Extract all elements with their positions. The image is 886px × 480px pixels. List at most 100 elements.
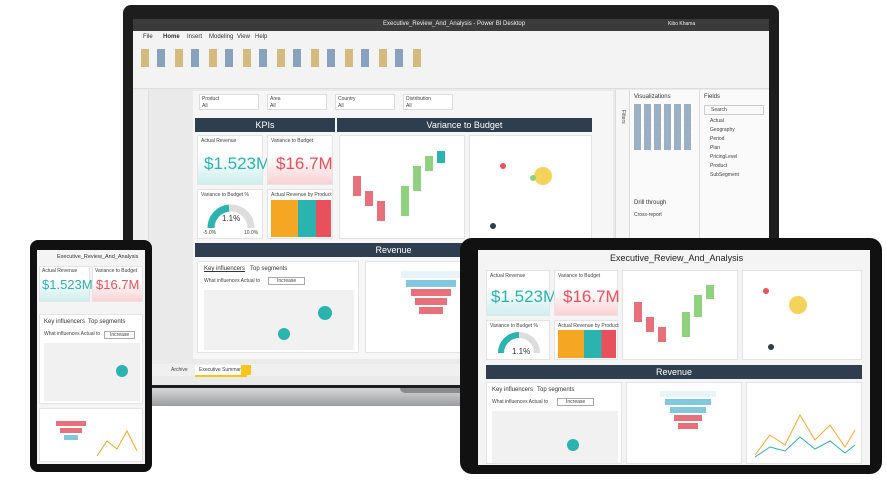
scatter-chart (742, 270, 862, 360)
ki-question: What influences Actual to (492, 399, 549, 405)
treemap (558, 330, 616, 358)
kpi-card: Variance to Budget $16.7M (92, 266, 143, 302)
ribbon: File Home Insert Modeling View Help (133, 31, 769, 89)
phone-screen: Executive_Review_And_Analysis Actual Rev… (37, 250, 145, 464)
card-label: Variance to Budget (95, 268, 138, 274)
ribbon-icons (141, 49, 421, 67)
slicer-value: All (270, 103, 276, 109)
field[interactable]: Period (710, 136, 725, 142)
card-label: Actual Revenue (490, 273, 526, 279)
scatter (763, 288, 807, 350)
card-value: $1.523M (204, 154, 271, 173)
tab[interactable]: View (237, 34, 250, 40)
ki-tab[interactable]: Key influencers (204, 266, 246, 272)
waterfall (634, 285, 714, 342)
treemap-card: Actual Revenue by Product (554, 320, 619, 360)
gauge (207, 204, 255, 229)
gauge-label: Variance to Budget % (201, 192, 249, 198)
tab[interactable]: Home (163, 34, 180, 40)
window-title: Executive_Review_And_Analysis - Power BI… (383, 21, 526, 27)
card-value: $16.7M (96, 277, 140, 292)
filters-label[interactable]: Filters (620, 110, 626, 124)
area-lines (754, 413, 856, 458)
ki-tab[interactable]: Top segments (537, 387, 575, 393)
kpi-card: Variance to Budget $16.7M (267, 135, 333, 185)
search-box[interactable]: Search (704, 105, 764, 115)
user-name[interactable]: Kibo Khama (668, 21, 696, 27)
field[interactable]: Product (710, 163, 728, 169)
revenue-header: Revenue (486, 365, 862, 379)
card-value: $16.7M (563, 287, 620, 306)
slicer[interactable]: Area All (267, 94, 327, 110)
field[interactable]: PricingLevel (710, 154, 738, 160)
ki-question: What influences Actual to (204, 278, 261, 284)
report-canvas: Product All Area All Country All Distrib… (193, 91, 613, 359)
card-label: Variance to Budget (558, 273, 601, 279)
ki-tab[interactable]: Key influencers (492, 387, 534, 393)
slicer-label: Country (338, 96, 356, 102)
tab[interactable]: File (143, 34, 153, 40)
slicer-value: All (202, 103, 208, 109)
treemap-title: Actual Revenue by Product (271, 192, 332, 198)
slicer[interactable]: Distribution All (403, 94, 453, 110)
funnel-chart (626, 382, 742, 464)
card-value: $1.523M (491, 287, 558, 306)
laptop-notch (400, 388, 490, 393)
ki-tab[interactable]: Key influencers (44, 319, 86, 325)
waterfall (353, 151, 445, 221)
gauge-value: 1.1% (512, 347, 531, 356)
funnel (401, 271, 461, 314)
field[interactable]: Geography (710, 127, 735, 133)
tab[interactable]: Insert (187, 34, 203, 40)
cross-report: Cross-report (634, 212, 662, 218)
tab[interactable]: Modeling (209, 34, 234, 40)
gauge-card: Variance to Budget % 1.1% -5.0% 10.0% (197, 189, 263, 239)
gauge (498, 332, 540, 354)
add-page[interactable] (241, 365, 251, 375)
field[interactable]: SubSegment (710, 172, 739, 178)
ki-option[interactable]: Increase (268, 277, 306, 285)
slicer-label: Distribution (406, 96, 432, 102)
kpi-card: Actual Revenue $1.523M (39, 266, 93, 302)
ki-bubble (116, 365, 128, 377)
funnel (660, 391, 716, 429)
page-tab[interactable]: Executive Summary (195, 365, 248, 377)
ki-tab[interactable]: Top segments (250, 266, 288, 272)
treemap (271, 200, 331, 237)
drill-through: Drill through (634, 200, 667, 206)
pane-title: Fields (704, 94, 721, 100)
field[interactable]: Plan (710, 145, 721, 151)
field[interactable]: Actual (710, 118, 724, 124)
ki-bubble (318, 306, 332, 320)
scatter (490, 163, 552, 229)
slicer-label: Area (270, 96, 281, 102)
ki-body (492, 411, 618, 463)
gauge-card: Variance to Budget % 1.1% (486, 320, 550, 360)
card-label: Actual Revenue (42, 268, 78, 274)
viz-icons (634, 104, 694, 150)
title-bar: Executive_Review_And_Analysis - Power BI… (133, 19, 769, 31)
tab[interactable]: Help (255, 34, 268, 40)
key-influencers: Key influencers Top segments What influe… (197, 261, 359, 353)
line-chart (746, 382, 862, 464)
card-label: Variance to Budget (271, 138, 314, 144)
slicer-value: All (338, 103, 344, 109)
gauge-max: 10.0% (244, 230, 259, 236)
page-tab[interactable]: Archive (171, 367, 188, 373)
funnel (56, 421, 138, 457)
slicer[interactable]: Product All (199, 94, 259, 110)
card-value: $1.523M (42, 277, 93, 292)
kpis-header: KPIs (195, 118, 335, 132)
key-influencers: Key influencers Top segments What influe… (486, 382, 622, 464)
tablet-title: Executive_Review_And_Analysis (610, 253, 744, 263)
pane-title: Visualizations (634, 94, 671, 100)
ki-tab[interactable]: Top segments (88, 319, 126, 325)
ki-option[interactable]: Increase (104, 331, 136, 339)
funnel-chart (39, 408, 143, 462)
slicer-label: Product (202, 96, 220, 102)
variance-header: Variance to Budget (337, 118, 592, 132)
slicer[interactable]: Country All (335, 94, 395, 110)
ki-option[interactable]: Increase (557, 398, 595, 406)
kpi-card: Actual Revenue $1.523M (197, 135, 270, 185)
